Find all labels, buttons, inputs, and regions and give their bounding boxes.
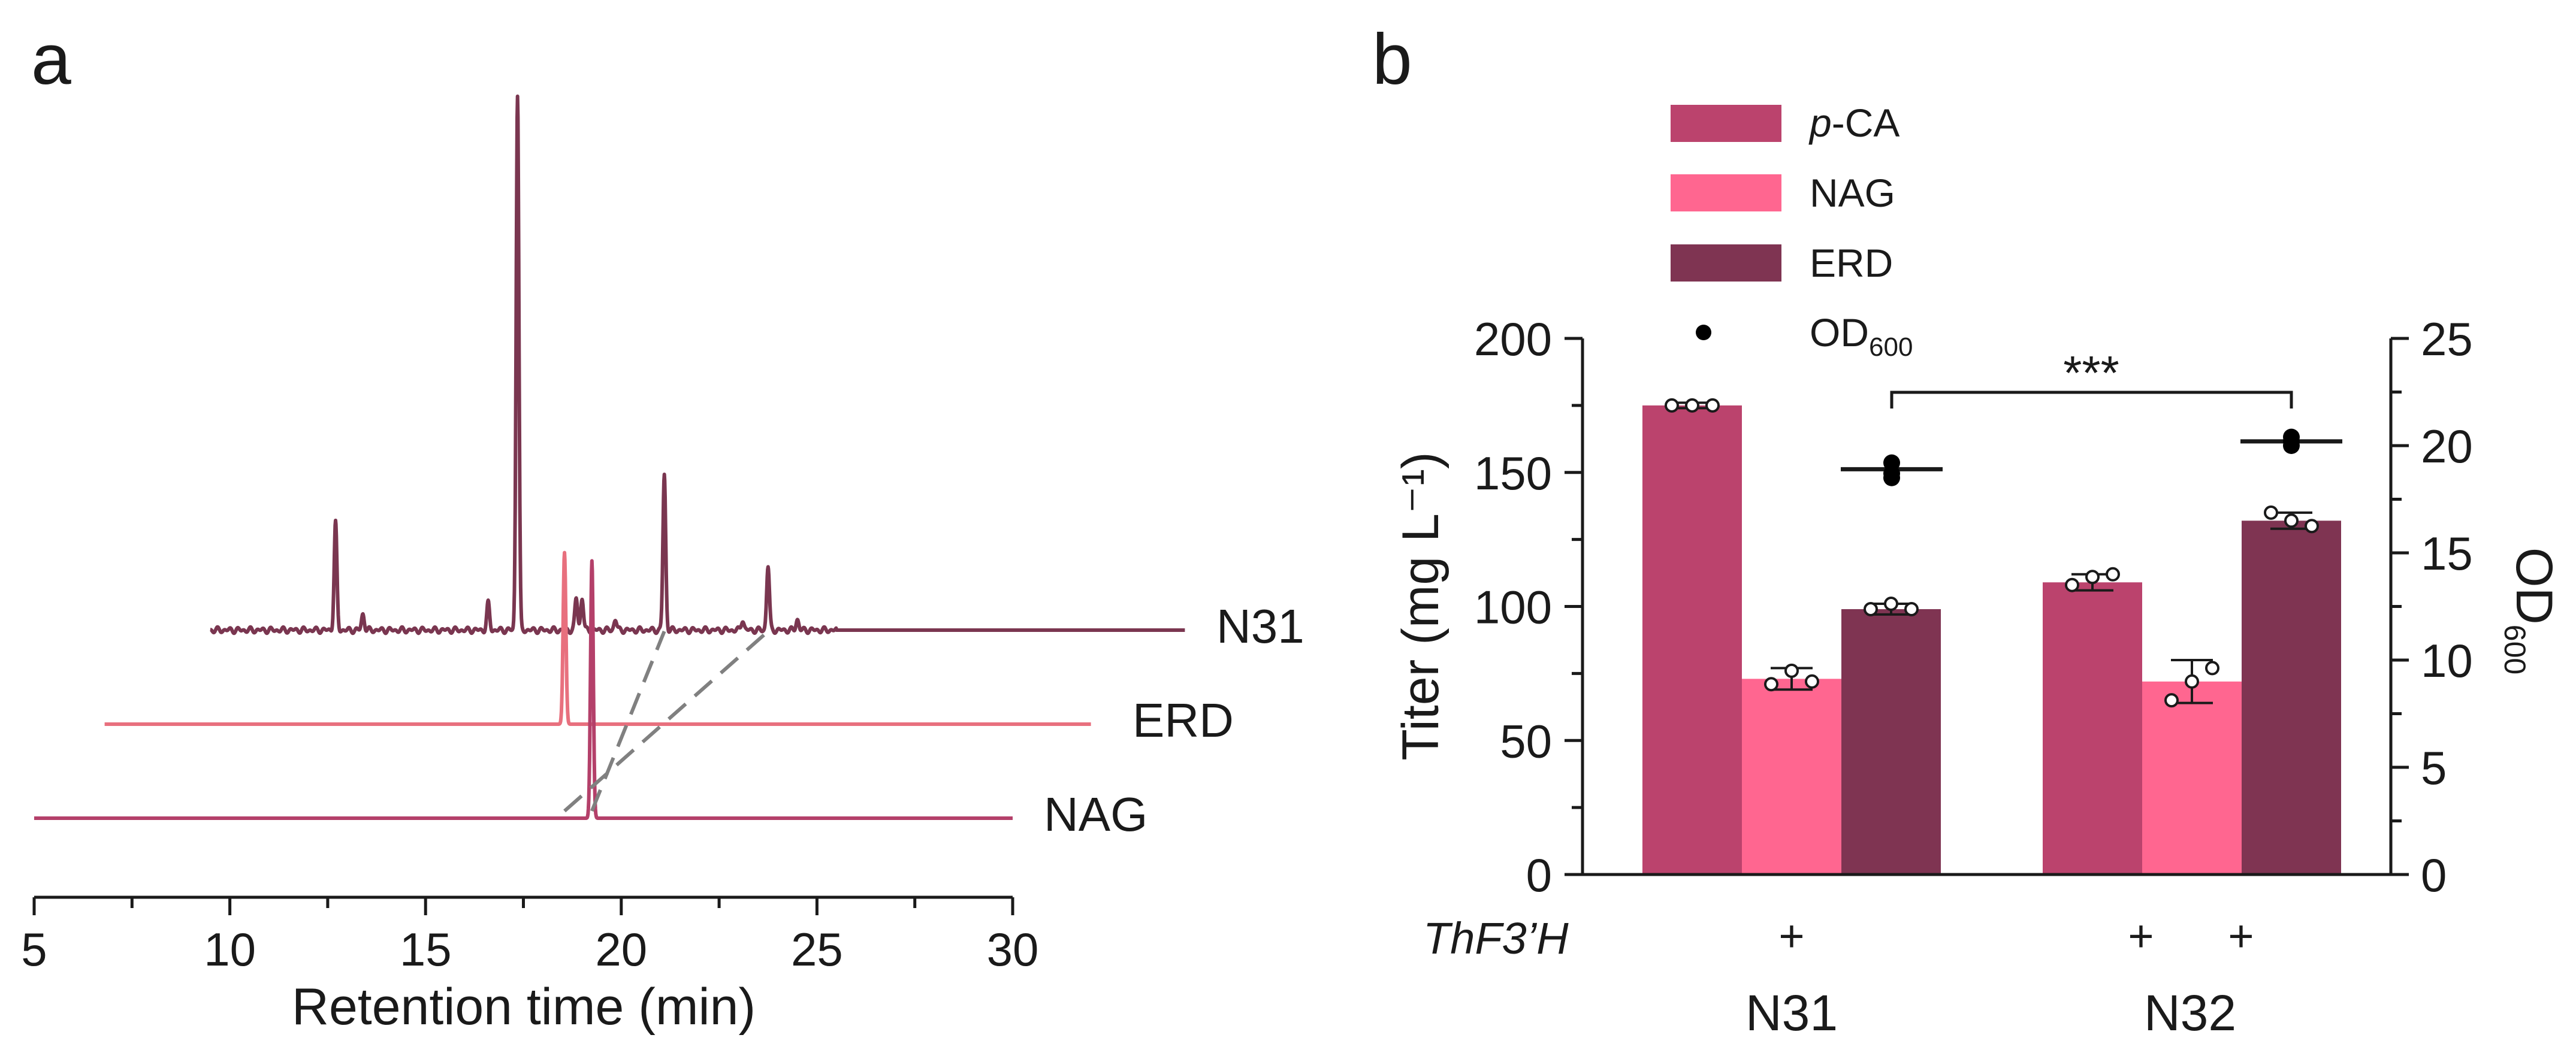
legend-swatch-erd (1671, 244, 1781, 282)
legend: p-CA NAG ERD OD600 (1671, 101, 1913, 362)
significance-bracket (1890, 391, 2293, 409)
legend-label-erd: ERD (1810, 241, 1893, 285)
panel-a-label: a (31, 19, 71, 99)
legend-dot-od600 (1696, 325, 1711, 340)
replicate-point (2284, 513, 2299, 528)
bar-p-ca-n31 (1642, 405, 1742, 875)
replicate-point (1665, 398, 1679, 413)
trace-label-nag: NAG (1044, 788, 1147, 841)
panel-a-chromatogram: 5 10 15 20 25 30 Retention time (min) N31 ERD… (21, 94, 1304, 1036)
panel-b-label: b (1372, 19, 1412, 99)
legend-swatch-nag (1671, 174, 1781, 211)
bar-p-ca-n32 (2043, 582, 2142, 875)
bar-nag-n31 (1742, 679, 1841, 875)
b-y2-tick-label: 25 (2421, 313, 2473, 365)
alignment-guide-1 (590, 630, 666, 812)
a-x-tick-label: 25 (791, 923, 843, 976)
bar-erd-n31 (1841, 609, 1941, 875)
trace-nag (32, 559, 1014, 820)
replicate-point (2085, 570, 2100, 585)
a-x-tick-label: 30 (987, 923, 1039, 976)
legend-label-nag: NAG (1810, 171, 1895, 215)
a-x-axis-title: Retention time (min) (292, 978, 756, 1036)
replicate-point (2185, 674, 2199, 689)
replicate-point (2164, 693, 2179, 708)
a-x-tick-label: 5 (21, 923, 47, 976)
alignment-guides (563, 630, 769, 813)
od600-point (2283, 437, 2300, 454)
chromatogram-traces (32, 94, 1186, 820)
b-y2-tick-label: 20 (2421, 420, 2473, 473)
category-label-n32: N32 (2144, 985, 2236, 1041)
b-y-ticks: 0 50 100 150 200 0 5 10 15 20 25 (1474, 313, 2473, 901)
replicate-point (1764, 677, 1778, 692)
b-y-tick-label: 50 (1500, 715, 1552, 767)
b-y2-tick-label: 15 (2421, 527, 2473, 580)
trace-erd (103, 550, 1092, 726)
replicate-point (1685, 398, 1699, 413)
replicate-point (1705, 398, 1720, 413)
b-y2-tick-label: 0 (2421, 849, 2447, 901)
gene-row-label: ThF3’H (1423, 913, 1569, 963)
significance-label: *** (2063, 346, 2119, 400)
b-y-tick-label: 0 (1526, 849, 1552, 901)
b-y-tick-label: 100 (1474, 581, 1552, 634)
gene-mark-1: + (1778, 911, 1804, 961)
bar-erd-n32 (2242, 521, 2341, 875)
a-x-ticks: 5 10 15 20 25 30 (21, 897, 1038, 976)
replicate-point (2205, 661, 2219, 676)
bars (1642, 398, 2341, 875)
a-x-tick-label: 15 (400, 923, 452, 976)
replicate-point (1884, 597, 1898, 612)
b-y2-tick-label: 5 (2421, 742, 2447, 794)
replicate-point (2305, 519, 2319, 534)
gene-mark-3: + (2228, 911, 2254, 961)
panel-b-bar-chart: p-CA NAG ERD OD600 0 50 100 150 200 0 5 10 15 20 2… (1392, 101, 2563, 1041)
b-y2-tick-label: 10 (2421, 634, 2473, 687)
replicate-point (1864, 601, 1878, 616)
b-y-tick-label: 200 (1474, 313, 1552, 365)
alignment-guide-2 (563, 630, 769, 813)
a-x-tick-label: 20 (595, 923, 647, 976)
od600-markers (1841, 428, 2342, 486)
gene-mark-2: + (2128, 911, 2154, 961)
bar-nag-n32 (2142, 681, 2242, 875)
trace-label-n31: N31 (1216, 600, 1304, 653)
replicate-point (2106, 567, 2120, 582)
replicate-point (2065, 577, 2079, 592)
b-y2-axis-title: OD600 (2498, 547, 2563, 674)
legend-label-od600: OD600 (1810, 310, 1913, 362)
a-x-tick-label: 10 (204, 923, 256, 976)
trace-label-erd: ERD (1133, 694, 1234, 747)
legend-swatch-pca (1671, 105, 1781, 142)
b-y-tick-label: 150 (1474, 447, 1552, 500)
category-label-n31: N31 (1745, 985, 1838, 1041)
legend-label-pca: p-CA (1808, 101, 1899, 145)
b-y-axis-title: Titer (mg L⁻¹) (1392, 452, 1449, 760)
replicate-point (1904, 601, 1919, 616)
trace-n31 (209, 94, 1186, 636)
replicate-point (1784, 663, 1799, 678)
replicate-point (2264, 505, 2278, 520)
replicate-point (1805, 674, 1819, 689)
od600-point (1883, 469, 1900, 486)
